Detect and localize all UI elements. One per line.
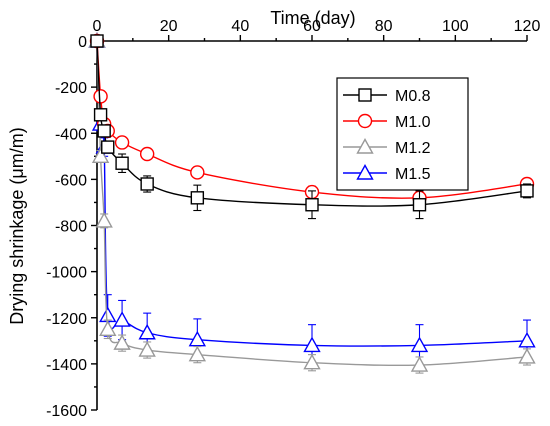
legend-marker	[357, 113, 373, 129]
x-tick-label: 100	[442, 18, 469, 35]
legend-label: M0.8	[395, 88, 431, 105]
x-tick-label: 40	[231, 18, 249, 35]
data-point	[518, 331, 536, 348]
legend-item-m1-0: M1.0	[343, 113, 431, 131]
data-point	[91, 147, 110, 164]
y-tick-label: -400	[55, 126, 87, 143]
data-point	[93, 108, 108, 122]
legend-marker	[358, 88, 372, 102]
data-point	[138, 341, 156, 357]
data-point	[99, 320, 117, 336]
y-tick-label: -800	[55, 219, 87, 236]
data-point	[95, 211, 113, 228]
data-point	[520, 184, 534, 198]
data-point	[518, 348, 536, 364]
y-tick-label: -200	[55, 80, 87, 97]
x-tick-label: 20	[160, 18, 178, 35]
y-tick-label: -1600	[46, 403, 87, 420]
data-point	[190, 165, 205, 180]
data-point	[113, 311, 131, 327]
y-tick-label: -1000	[46, 265, 87, 282]
series-layer	[88, 32, 536, 374]
data-point	[410, 356, 429, 372]
data-point	[90, 34, 104, 48]
data-point	[412, 198, 427, 212]
x-axis-title: Time (day)	[270, 8, 355, 28]
legend-item-m0-8: M0.8	[343, 88, 431, 105]
series-line	[96, 40, 528, 367]
data-point	[140, 177, 154, 191]
y-axis-ticks: 0 -200 -400 -600 -800 -1000 -1200 -1400 -1600	[46, 34, 97, 420]
x-tick-label: 80	[375, 18, 393, 35]
data-point	[303, 353, 321, 370]
data-point	[97, 124, 111, 138]
legend-label: M1.0	[395, 114, 431, 131]
data-point	[93, 89, 108, 104]
data-point	[139, 146, 155, 162]
data-point	[305, 198, 319, 212]
data-point	[113, 334, 131, 350]
x-tick-label: 0	[93, 18, 102, 35]
series-m0-8	[90, 34, 534, 220]
legend-marker	[356, 138, 374, 154]
data-point	[188, 330, 207, 347]
legend-item-m1-2: M1.2	[343, 138, 431, 157]
legend-item-m1-5: M1.5	[343, 164, 431, 183]
x-tick-label: 60	[303, 18, 321, 35]
data-point	[101, 140, 115, 154]
data-point	[115, 156, 129, 170]
legend-marker	[356, 164, 374, 180]
y-tick-label: -600	[55, 172, 87, 189]
x-axis-ticks: 0 20 40 60 80 100 120	[93, 18, 541, 41]
data-point	[138, 323, 156, 340]
data-point	[99, 306, 117, 323]
data-point	[303, 336, 321, 353]
y-tick-label: 0	[78, 34, 87, 51]
legend-label: M1.2	[395, 140, 431, 157]
x-tick-label: 120	[514, 18, 541, 35]
data-point	[190, 191, 205, 205]
legend: M0.8 M1.0 M1.2 M1.5	[336, 77, 469, 191]
y-axis-title: Drying shrinkage (μm/m)	[7, 127, 27, 324]
data-point	[114, 135, 130, 150]
legend-label: M1.5	[395, 166, 431, 183]
y-tick-label: -1200	[46, 311, 87, 328]
data-point	[188, 345, 207, 362]
y-tick-label: -1400	[46, 357, 87, 374]
data-point	[410, 336, 429, 353]
